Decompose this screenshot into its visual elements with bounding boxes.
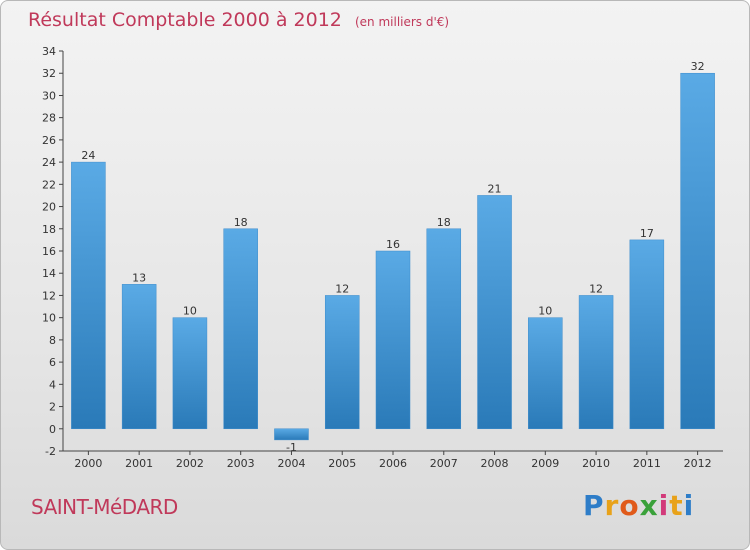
y-tick-label: 0 xyxy=(49,423,56,436)
bar xyxy=(121,284,157,430)
y-tick-label: 34 xyxy=(42,45,56,58)
logo-letter: i xyxy=(658,489,670,522)
logo-letter: i xyxy=(683,489,695,522)
data-label: 10 xyxy=(183,305,197,318)
chart-title-row: Résultat Comptable 2000 à 2012 (en milli… xyxy=(28,9,449,31)
chart-subtitle: (en milliers d'€) xyxy=(354,15,450,29)
bar xyxy=(477,195,512,430)
x-tick-label: 2004 xyxy=(277,457,305,470)
data-label: 24 xyxy=(81,149,95,162)
data-label: 10 xyxy=(538,305,552,318)
x-tick-label: 2001 xyxy=(125,457,153,470)
bar xyxy=(172,317,208,430)
data-label: -1 xyxy=(286,441,297,454)
logo-letter: r xyxy=(604,489,620,522)
bar xyxy=(375,250,411,430)
x-tick-label: 2007 xyxy=(430,457,458,470)
bar xyxy=(324,295,360,430)
y-tick-label: 32 xyxy=(42,67,56,80)
data-label: 18 xyxy=(234,216,248,229)
data-label: 17 xyxy=(640,227,654,240)
y-tick-label: 24 xyxy=(42,156,56,169)
logo-letter: x xyxy=(639,489,659,522)
bars xyxy=(71,72,715,441)
bar xyxy=(223,228,258,430)
data-label: 12 xyxy=(335,282,349,295)
x-tick-label: 2011 xyxy=(633,457,661,470)
y-tick-label: 18 xyxy=(42,223,56,236)
y-tick-label: 26 xyxy=(42,134,56,147)
data-label: 32 xyxy=(691,60,705,73)
logo-letter: o xyxy=(619,489,640,522)
logo-letter: t xyxy=(669,489,684,522)
chart-title: Résultat Comptable 2000 à 2012 xyxy=(28,9,342,31)
y-tick-label: 8 xyxy=(49,334,56,347)
x-tick-label: 2003 xyxy=(227,457,255,470)
data-labels: 24 13 10 18 -1 12 16 18 21 10 12 17 32 xyxy=(81,60,704,454)
logo-letter: P xyxy=(583,489,605,522)
y-tick-label: 10 xyxy=(42,312,56,325)
x-tick-label: 2002 xyxy=(176,457,204,470)
x-tick-label: 2000 xyxy=(74,457,102,470)
y-tick-label: 2 xyxy=(49,401,56,414)
data-label: 16 xyxy=(386,238,400,251)
y-tick-label: -2 xyxy=(45,445,56,458)
x-tick-label: 2009 xyxy=(531,457,559,470)
data-label: 18 xyxy=(437,216,451,229)
y-tick-label: 28 xyxy=(42,112,56,125)
bar xyxy=(71,161,106,430)
x-tick-label: 2008 xyxy=(481,457,509,470)
bar xyxy=(578,295,614,430)
x-tick-label: 2006 xyxy=(379,457,407,470)
y-tick-label: 16 xyxy=(42,245,56,258)
proxiti-logo: Proxiti xyxy=(583,489,694,522)
y-tick-label: 20 xyxy=(42,201,56,214)
bar xyxy=(528,317,563,430)
y-tick-label: 30 xyxy=(42,89,56,102)
y-tick-label: 12 xyxy=(42,289,56,302)
data-label: 13 xyxy=(132,271,146,284)
commune-name: SAINT-MéDARD xyxy=(31,495,178,519)
y-tick-label: 6 xyxy=(49,356,56,369)
x-tick-label: 2005 xyxy=(328,457,356,470)
bar xyxy=(629,239,665,430)
data-label: 21 xyxy=(488,182,502,195)
y-tick-label: 22 xyxy=(42,178,56,191)
y-tick-label: 4 xyxy=(49,378,56,391)
bar xyxy=(274,428,309,441)
bar xyxy=(426,228,462,430)
bar xyxy=(680,72,715,430)
y-tick-label: 14 xyxy=(42,267,56,280)
data-label: 12 xyxy=(589,282,603,295)
x-tick-label: 2012 xyxy=(684,457,712,470)
x-tick-label: 2010 xyxy=(582,457,610,470)
